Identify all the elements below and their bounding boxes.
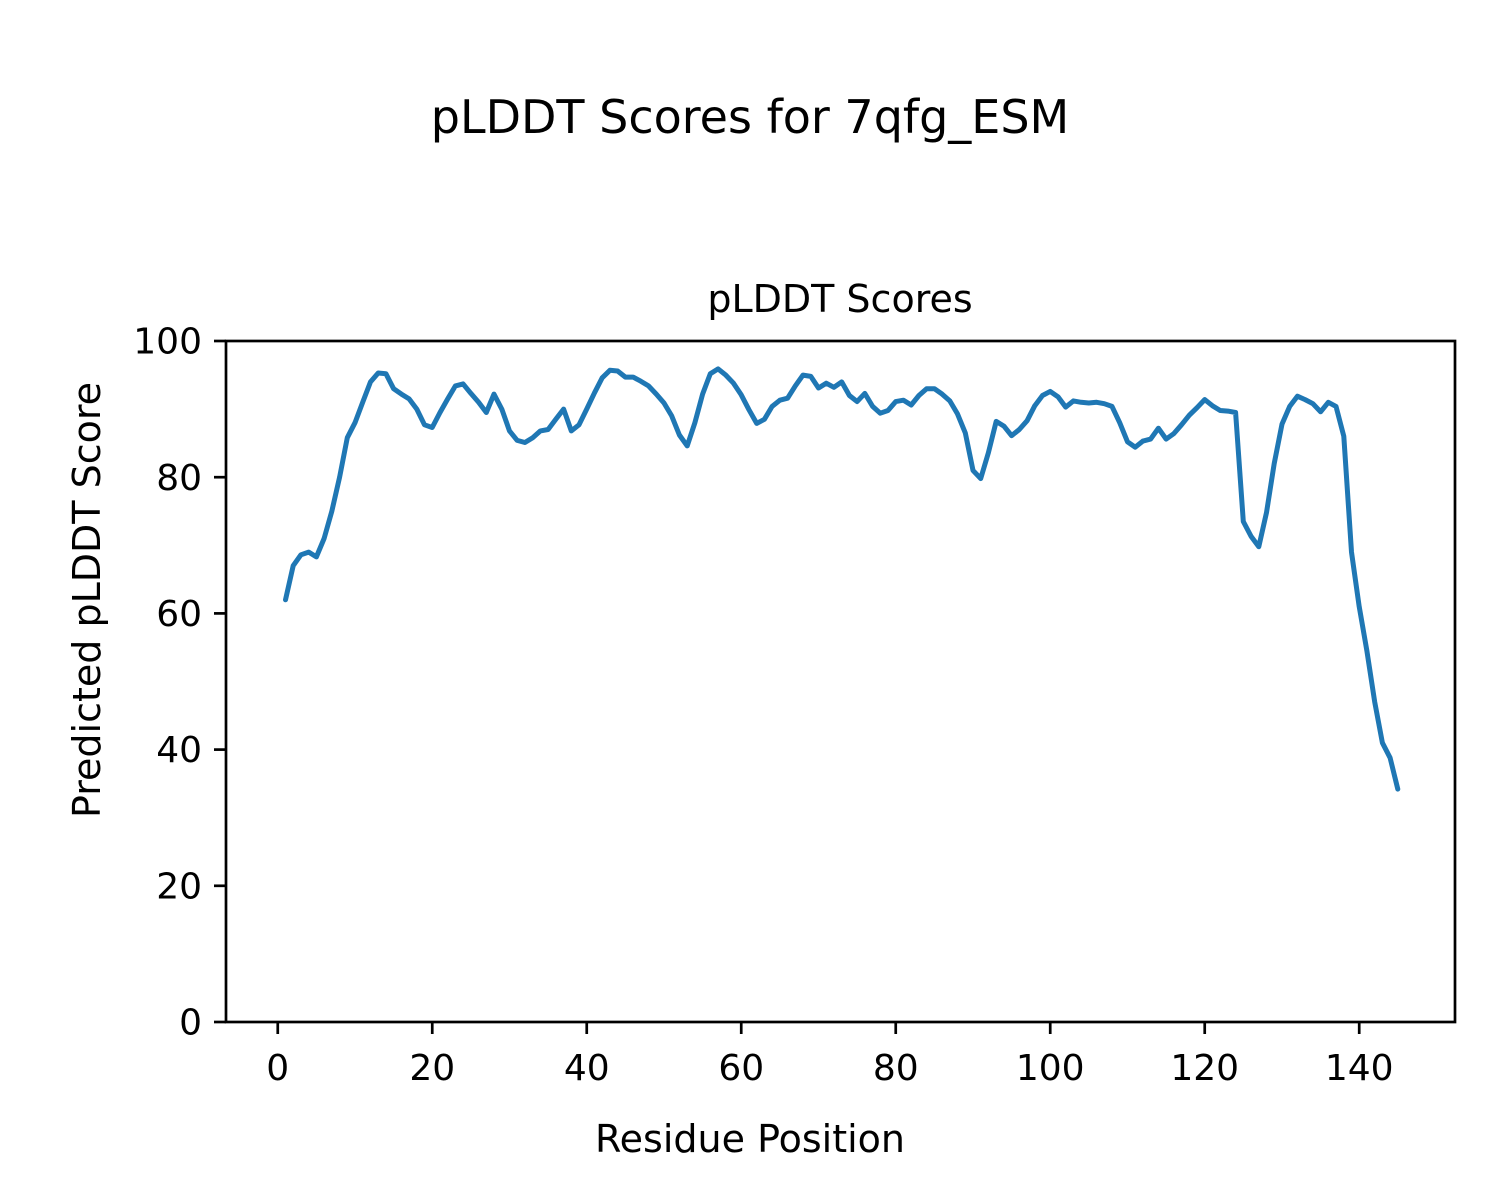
x-tick-label: 140 bbox=[1325, 1048, 1394, 1089]
plot-border bbox=[224, 339, 1457, 1024]
y-axis-label: Predicted pLDDT Score bbox=[65, 382, 109, 818]
x-tick-label: 120 bbox=[1170, 1048, 1239, 1089]
x-tick-label: 0 bbox=[266, 1048, 289, 1089]
y-tick-label: 60 bbox=[156, 594, 202, 635]
x-tick-label: 60 bbox=[718, 1048, 764, 1089]
y-tick-label: 80 bbox=[156, 458, 202, 499]
x-tick-label: 40 bbox=[564, 1048, 610, 1089]
x-tick-label: 80 bbox=[873, 1048, 919, 1089]
figure-suptitle: pLDDT Scores for 7qfg_ESM bbox=[431, 90, 1070, 144]
y-tick-label: 0 bbox=[179, 1003, 202, 1044]
x-axis-ticks: 0 20 40 60 80 100 120 140 bbox=[266, 1022, 1394, 1089]
x-axis-label: Residue Position bbox=[595, 1117, 905, 1161]
axes-title: pLDDT Scores bbox=[707, 277, 972, 321]
x-tick-label: 100 bbox=[1016, 1048, 1085, 1089]
y-tick-label: 20 bbox=[156, 866, 202, 907]
y-tick-label: 100 bbox=[133, 322, 202, 363]
y-axis-ticks: 0 20 40 60 80 100 bbox=[133, 322, 226, 1044]
x-tick-label: 20 bbox=[409, 1048, 455, 1089]
plddt-score-line bbox=[283, 366, 1401, 792]
y-tick-label: 40 bbox=[156, 730, 202, 771]
